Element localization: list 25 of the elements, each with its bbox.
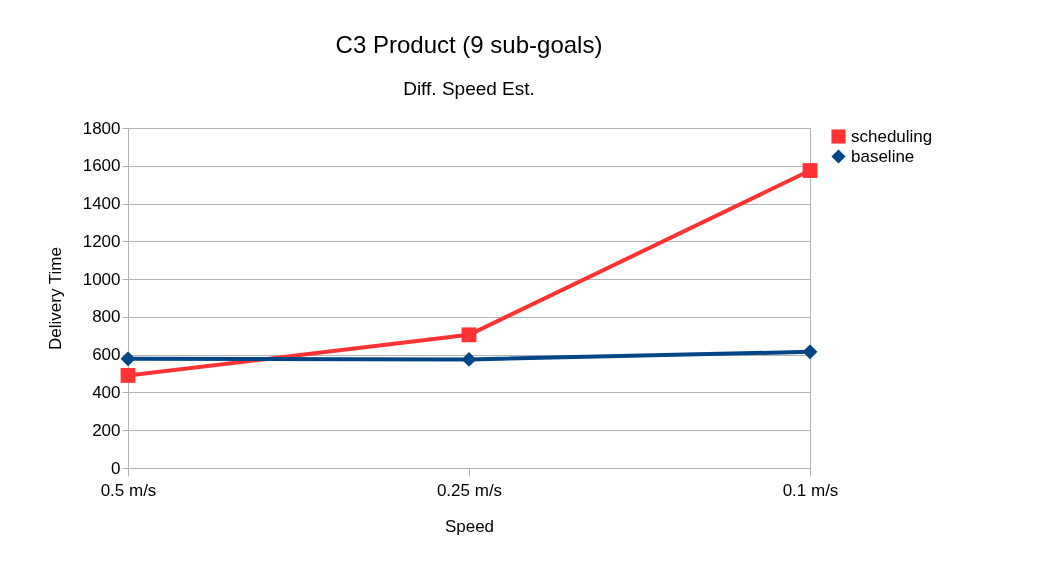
y-tick-label: 800 (92, 307, 121, 327)
legend-label: baseline (851, 146, 915, 166)
point (461, 327, 477, 343)
y-tick-label: 1800 (82, 118, 121, 138)
y-axis-title: Delivery Time (45, 247, 65, 350)
x-tick-label: 0.1 m/s (782, 480, 839, 500)
legend-label: scheduling (851, 126, 933, 146)
x-axis-title: Speed (444, 516, 495, 536)
point (802, 344, 818, 360)
y-tick-label: 1600 (82, 156, 121, 176)
y-tick-label: 1000 (82, 269, 121, 289)
y-tick-label: 400 (92, 382, 121, 402)
x-tick-label: 0.5 m/s (100, 480, 157, 500)
point (120, 368, 136, 383)
point (120, 351, 136, 367)
y-tick-label: 600 (92, 345, 121, 365)
point (461, 351, 477, 367)
y-tick-label: 1400 (82, 194, 121, 214)
chart-subtitle: Diff. Speed Est. (403, 78, 535, 99)
chart-title: C3 Product (9 sub-goals) (335, 31, 603, 58)
y-tick-label: 200 (92, 420, 121, 440)
x-tick-label: 0.25 m/s (436, 480, 503, 500)
y-tick-label: 1200 (82, 231, 121, 251)
point (802, 163, 818, 178)
y-tick-label: 0 (111, 458, 121, 478)
